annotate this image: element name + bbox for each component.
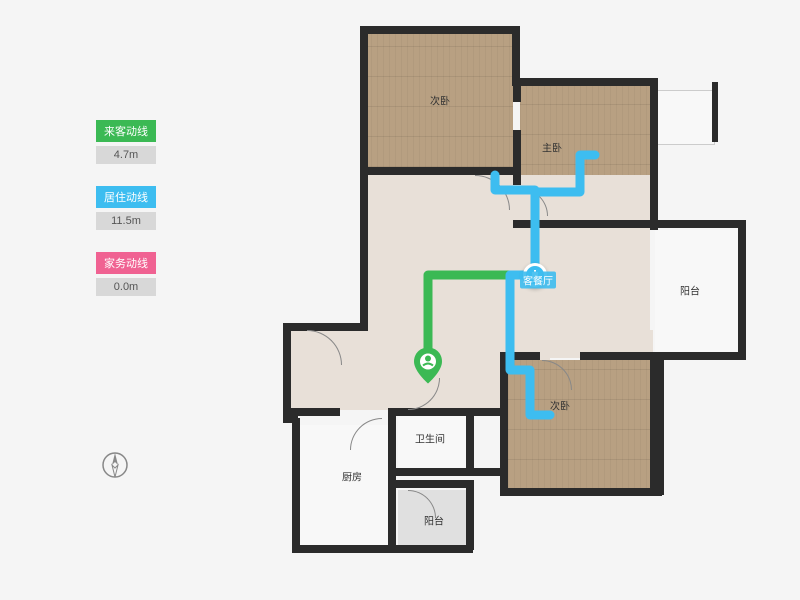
label-bedroom2b: 次卧 xyxy=(550,398,570,413)
legend-chores: 家务动线 0.0m xyxy=(96,252,156,296)
room-bedroom2b xyxy=(508,360,658,490)
marker-entrance-pin xyxy=(414,348,442,389)
label-balcony2: 阳台 xyxy=(424,513,444,528)
legend-living: 居住动线 11.5m xyxy=(96,186,156,230)
label-bathroom: 卫生间 xyxy=(415,431,445,446)
legend-guest: 来客动线 4.7m xyxy=(96,120,156,164)
label-kitchen: 厨房 xyxy=(342,469,362,484)
label-master: 主卧 xyxy=(542,140,562,155)
legend-living-label: 居住动线 xyxy=(96,186,156,208)
label-bedroom2a: 次卧 xyxy=(430,93,450,108)
legend-guest-value: 4.7m xyxy=(96,146,156,164)
floorplan: 次卧 主卧 阳台 客餐厅 次卧 卫生间 厨房 阳台 xyxy=(230,20,760,580)
label-living: 客餐厅 xyxy=(520,272,556,289)
legend-living-value: 11.5m xyxy=(96,212,156,230)
legend-chores-label: 家务动线 xyxy=(96,252,156,274)
legend-chores-value: 0.0m xyxy=(96,278,156,296)
label-balcony1: 阳台 xyxy=(680,283,700,298)
legend-guest-label: 来客动线 xyxy=(96,120,156,142)
door-arc xyxy=(350,418,382,450)
room-top-right-nook xyxy=(655,90,715,145)
legend-panel: 来客动线 4.7m 居住动线 11.5m 家务动线 0.0m xyxy=(96,120,156,318)
compass-icon xyxy=(100,450,130,480)
